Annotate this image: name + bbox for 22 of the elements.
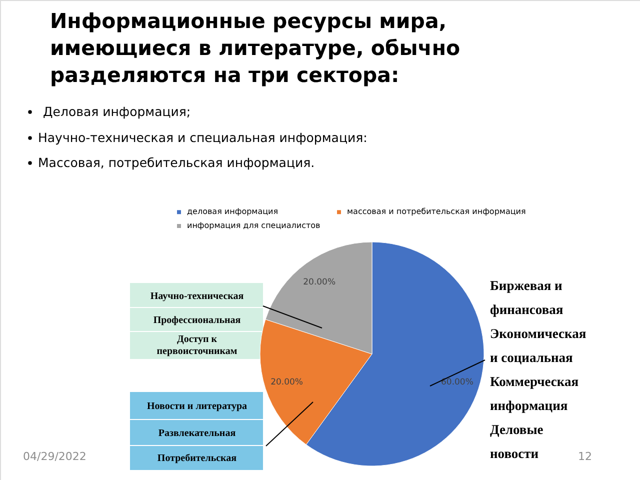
text: Научно-техническая и специальная информация: xyxy=(38,130,368,145)
text: Развлекательная xyxy=(158,428,236,439)
text: Биржевая и финансовая xyxy=(490,278,564,317)
data-label: 60.00% xyxy=(441,378,474,388)
legend-label: массовая и потребительская информация xyxy=(347,207,526,216)
text: 12 xyxy=(578,450,592,463)
text: Деловые новости xyxy=(490,422,544,461)
text: Доступ к первоисточникам xyxy=(156,334,238,357)
text: Научно-техническая xyxy=(150,291,244,302)
data-label: 20.00% xyxy=(303,278,336,288)
text: Профессиональная xyxy=(153,315,242,326)
text: 04/29/2022 xyxy=(23,450,86,463)
text: Массовая, потребительская информация. xyxy=(38,155,315,170)
text: Экономическая и социальная xyxy=(490,326,586,365)
text: Деловая информация; xyxy=(43,104,191,119)
legend-label: информация для специалистов xyxy=(187,221,321,230)
data-label: 20.00% xyxy=(270,378,303,388)
chart-title: Информационные ресурсы мира, имеющиеся в литературе, обычно разделяются на три сектора: xyxy=(50,9,460,87)
legend-label: деловая информация xyxy=(187,207,278,216)
text: Новости и литература xyxy=(146,401,248,412)
text: Коммерческая информация xyxy=(490,374,579,413)
text: Потребительская xyxy=(157,453,238,464)
